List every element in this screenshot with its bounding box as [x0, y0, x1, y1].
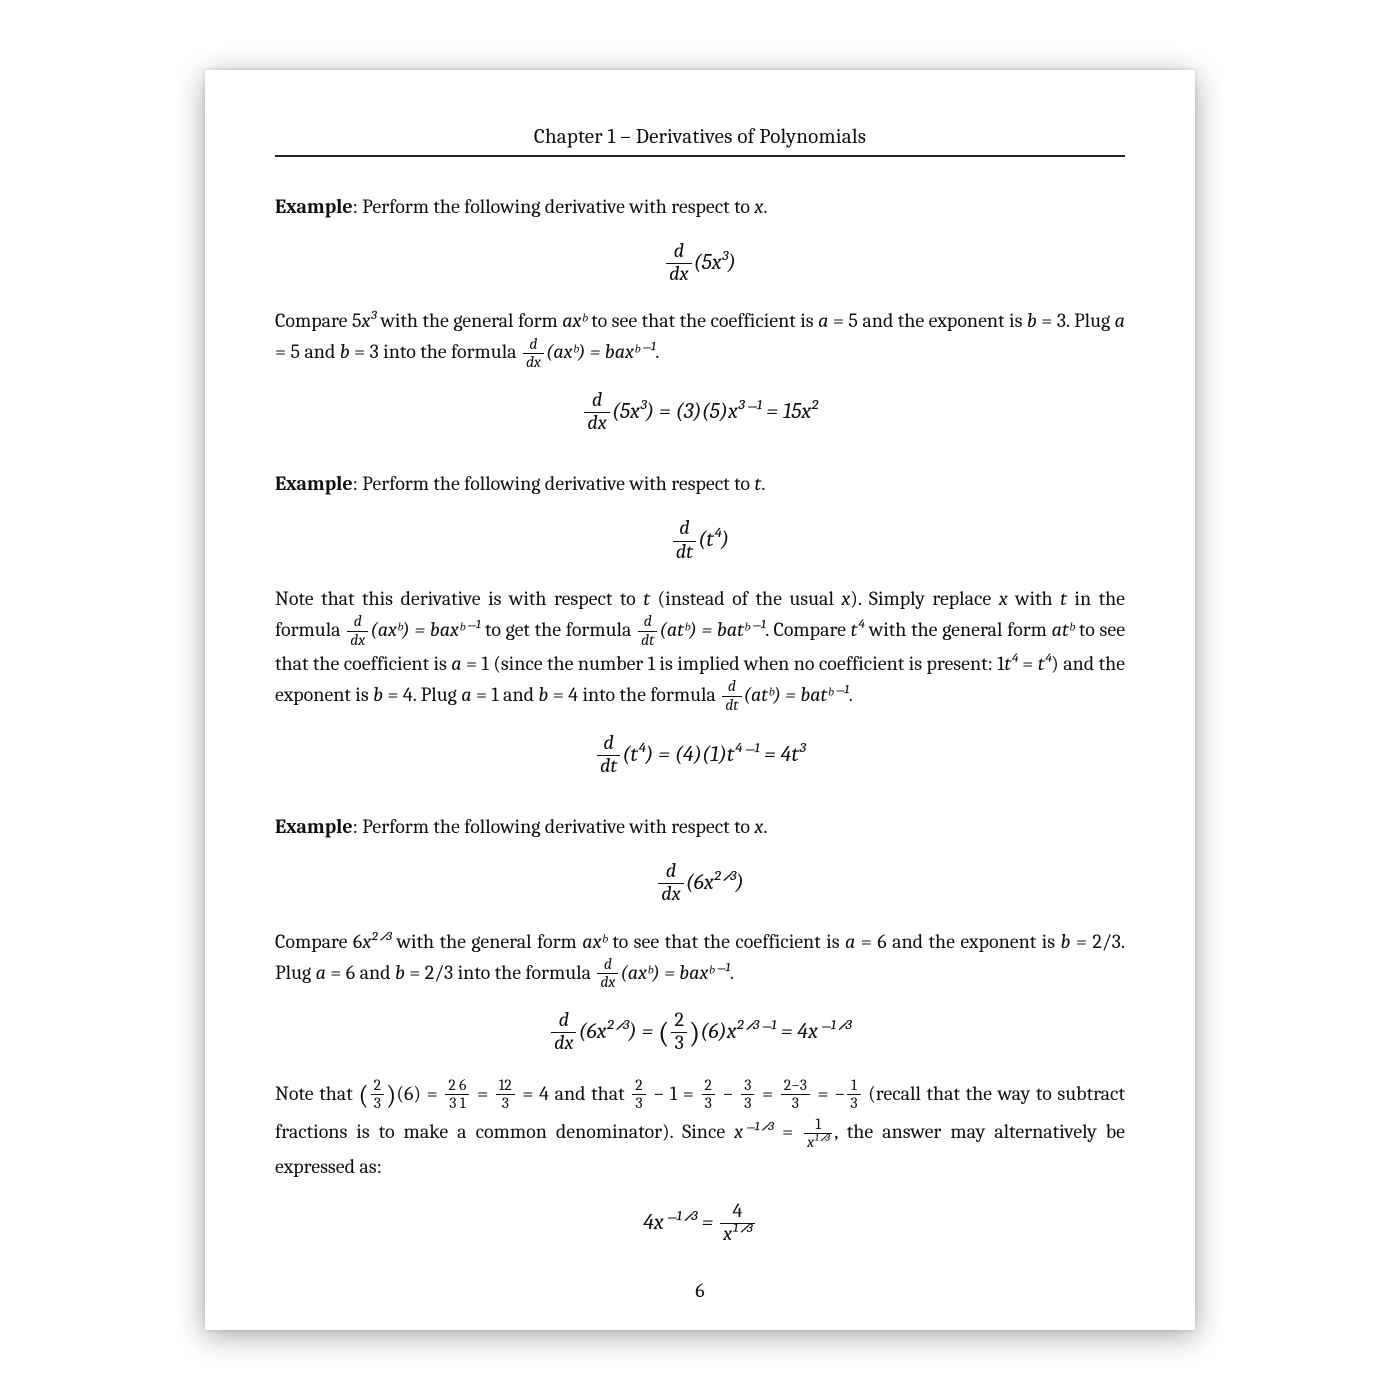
example-2-prompt: Example: Perform the following derivativ…: [275, 468, 1125, 499]
example-label: Example: [275, 815, 353, 838]
canvas: Chapter 1 – Derivatives of Polynomials E…: [0, 0, 1400, 1400]
example-2-display-1: ddt(t⁴): [275, 519, 1125, 562]
example-3-prompt: Example: Perform the following derivativ…: [275, 811, 1125, 842]
example-3-body-2: Note that (23)(6) = 2 63 1 = 123 = 4 and…: [275, 1075, 1125, 1182]
example-1-prompt: Example: Perform the following derivativ…: [275, 191, 1125, 222]
example-1-display-1: ddx(5x³): [275, 242, 1125, 285]
example-1-display-2: ddx(5x³) = (3)(5)x³⁻¹ = 15x²: [275, 391, 1125, 434]
example-2-display-2: ddt(t⁴) = (4)(1)t⁴⁻¹ = 4t³: [275, 734, 1125, 777]
example-2: Example: Perform the following derivativ…: [275, 468, 1125, 777]
example-3-body-1: Compare 6x²ᐟ³ with the general form axᵇ …: [275, 926, 1125, 991]
example-2-body: Note that this derivative is with respec…: [275, 583, 1125, 714]
example-3: Example: Perform the following derivativ…: [275, 811, 1125, 1245]
example-3-display-2: ddx(6x²ᐟ³) = (23)(6)x²ᐟ³⁻¹ = 4x⁻¹ᐟ³: [275, 1011, 1125, 1054]
example-label: Example: [275, 195, 353, 218]
example-3-display-1: ddx(6x²ᐟ³): [275, 862, 1125, 905]
page-number: 6: [205, 1279, 1195, 1302]
document-page: Chapter 1 – Derivatives of Polynomials E…: [205, 70, 1195, 1330]
chapter-heading: Chapter 1 – Derivatives of Polynomials: [275, 125, 1125, 157]
example-1-body: Compare 5x³ with the general form axᵇ to…: [275, 305, 1125, 370]
example-3-display-3: 4x⁻¹ᐟ³ = 4x¹ᐟ³: [275, 1202, 1125, 1245]
example-label: Example: [275, 472, 353, 495]
example-1: Example: Perform the following derivativ…: [275, 191, 1125, 434]
